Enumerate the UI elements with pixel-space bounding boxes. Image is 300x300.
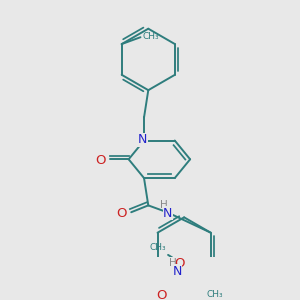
- Text: CH₃: CH₃: [142, 32, 159, 41]
- Text: H: H: [169, 258, 177, 268]
- Text: O: O: [156, 290, 167, 300]
- Text: N: N: [163, 207, 172, 220]
- Text: H: H: [160, 200, 167, 209]
- Text: CH₃: CH₃: [150, 243, 166, 252]
- Text: CH₃: CH₃: [206, 290, 223, 299]
- Text: N: N: [138, 133, 147, 146]
- Text: O: O: [95, 154, 106, 167]
- Text: O: O: [174, 257, 184, 270]
- Text: N: N: [172, 265, 182, 278]
- Text: O: O: [116, 207, 127, 220]
